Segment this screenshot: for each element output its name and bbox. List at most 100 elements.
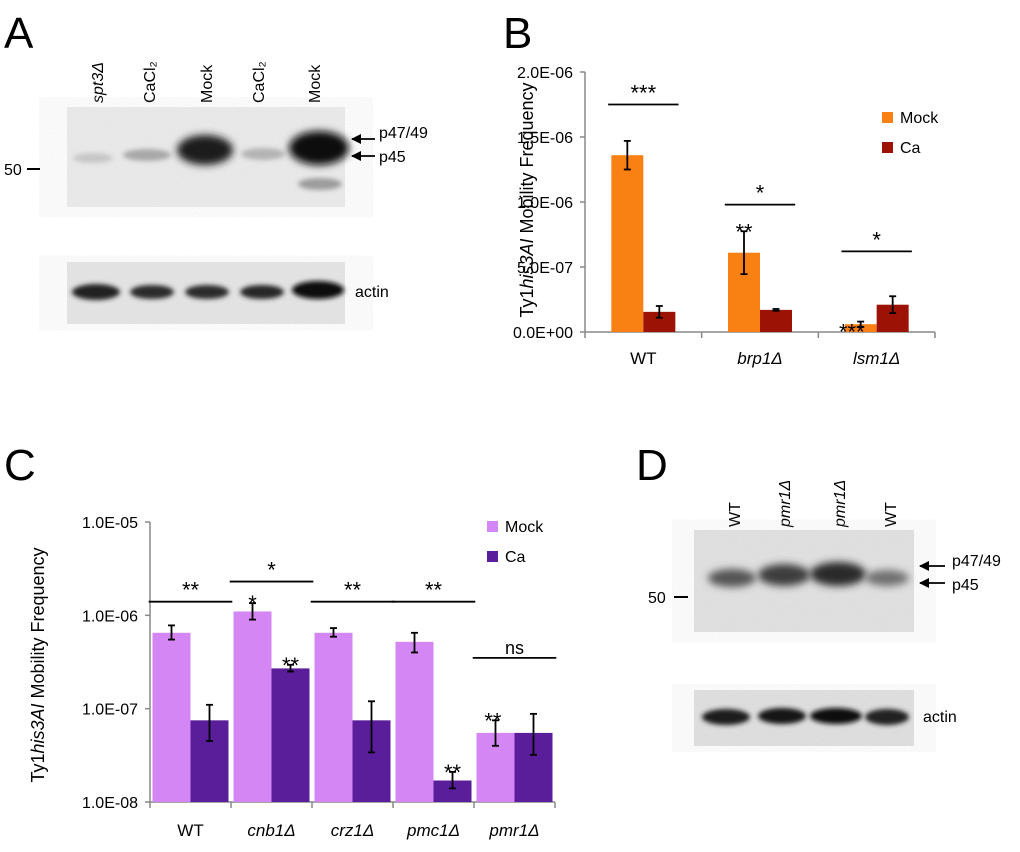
chart-C-ytick-label: 1.0E-07 bbox=[82, 702, 138, 719]
chart-B-ytick-label: 2.0E-06 bbox=[517, 65, 573, 82]
chart-B-category-label: WT bbox=[630, 349, 656, 368]
panel-a: A spt3Δ CaCl₂ Mock CaCl₂ Mock 50 p47/49 … bbox=[4, 9, 428, 324]
chart-B-legend-label: Ca bbox=[900, 140, 921, 157]
chart-B-ylabel-part: Mobility Frequency bbox=[517, 82, 537, 238]
blot-d-actin-band-4 bbox=[865, 709, 909, 725]
blot-a-actin-band-3 bbox=[185, 285, 229, 299]
chart-B-legend-swatch bbox=[882, 112, 893, 123]
chart-C-ylabel: Ty1his3AI Mobility Frequency bbox=[28, 547, 48, 782]
chart-C-bar bbox=[433, 780, 472, 802]
blot-d-main bbox=[694, 530, 914, 632]
chart-B-compare-label: *** bbox=[630, 81, 656, 106]
blot-a-actin-band-5 bbox=[292, 281, 344, 299]
blot-a-lane-1: spt3Δ bbox=[90, 62, 107, 103]
blot-a-lane-4: CaCl₂ bbox=[251, 61, 268, 103]
blot-d-band-lane-1 bbox=[708, 569, 756, 587]
chart-C-ylabel-part: Mobility Frequency bbox=[28, 547, 48, 703]
chart-C-compare-label: ns bbox=[505, 638, 524, 658]
chart-C-sig-mark: * bbox=[248, 591, 257, 616]
chart-C-sig-mark: ** bbox=[444, 760, 462, 785]
chart-C-sig-mark: ** bbox=[484, 708, 502, 733]
chart-B-bar bbox=[611, 155, 644, 332]
chart-B-ylabel-part: Ty1 bbox=[517, 289, 537, 318]
blot-a-main bbox=[67, 107, 349, 207]
blot-d-actin bbox=[694, 690, 914, 746]
chart-B-compare-label: * bbox=[756, 181, 765, 206]
blot-a-smear-lane-5 bbox=[298, 178, 342, 190]
panel-d: D WT pmr1Δ pmr1Δ WT 50 p47/49 p45 bbox=[636, 441, 1001, 746]
chart-C-legend-swatch bbox=[487, 551, 498, 562]
chart-B-sig-mark: *** bbox=[839, 320, 865, 345]
blot-d-band-lane-4 bbox=[865, 570, 909, 586]
chart-C-legend-label: Ca bbox=[505, 549, 526, 566]
blot-a-actin bbox=[67, 262, 345, 324]
chart-b: 0.0E+005.0E-071.0E-061.5E-062.0E-06Ty1hi… bbox=[513, 65, 939, 368]
blot-d-actin-band-2 bbox=[758, 708, 806, 724]
blot-d-lane-labels: WT pmr1Δ pmr1Δ WT bbox=[727, 480, 900, 528]
blot-a-lane-3: Mock bbox=[199, 64, 216, 103]
chart-C-sig-mark: ** bbox=[282, 653, 300, 678]
blot-a-band-lane-3 bbox=[177, 135, 233, 165]
chart-B-bar bbox=[643, 311, 676, 332]
chart-C-ylabel-part: Ty1 bbox=[28, 754, 48, 783]
chart-c: 1.0E-08 1.0E-07 1.0E-06 1.0E-05 Ty1his3AI Mo… bbox=[28, 515, 557, 840]
blot-a-band-lane-5 bbox=[289, 131, 349, 165]
chart-B-compare-label: * bbox=[872, 227, 881, 252]
blot-d-band-label-p47: p47/49 bbox=[952, 553, 1001, 570]
chart-C-bar bbox=[233, 611, 272, 802]
chart-B-ytick-label: 1.5E-06 bbox=[517, 130, 573, 147]
chart-C-legend-label: Mock bbox=[505, 519, 544, 536]
blot-d-marker-label: 50 bbox=[648, 590, 666, 607]
blot-a-band-lane-2 bbox=[123, 149, 171, 161]
blot-d-lane-3: pmr1Δ bbox=[832, 480, 849, 528]
blot-a-lane-labels: spt3Δ CaCl₂ Mock CaCl₂ Mock bbox=[90, 61, 324, 103]
panel-a-letter: A bbox=[4, 9, 34, 58]
blot-a-band-lane-4 bbox=[241, 148, 285, 160]
blot-a-marker-label: 50 bbox=[4, 162, 22, 179]
blot-d-band-lane-2 bbox=[758, 564, 810, 586]
chart-C-category-label: crz1Δ bbox=[331, 821, 375, 840]
chart-B-sig-mark: ** bbox=[735, 219, 753, 244]
blot-d-actin-band-1 bbox=[702, 709, 750, 725]
chart-B-category-label: brp1Δ bbox=[737, 349, 782, 368]
blot-d-lane-4: WT bbox=[883, 502, 900, 527]
chart-C-bar bbox=[314, 632, 353, 802]
chart-B-legend-label: Mock bbox=[900, 110, 939, 127]
blot-a-lane-5: Mock bbox=[307, 64, 324, 103]
panel-d-letter: D bbox=[636, 441, 668, 490]
chart-C-category-label: cnb1Δ bbox=[247, 821, 295, 840]
blot-d-band-label-p45: p45 bbox=[952, 577, 979, 594]
blot-d-lane-2: pmr1Δ bbox=[777, 480, 794, 528]
chart-C-bar bbox=[152, 632, 191, 802]
blot-a-actin-band-1 bbox=[72, 284, 120, 300]
chart-B-bar bbox=[844, 324, 877, 332]
chart-B-ylabel: Ty1his3AI Mobility Frequency bbox=[517, 82, 537, 317]
chart-B-legend-swatch bbox=[882, 142, 893, 153]
chart-C-compare-label: ** bbox=[425, 578, 443, 603]
blot-d-actin-label: actin bbox=[923, 709, 957, 726]
blot-d-lane-1: WT bbox=[727, 502, 744, 527]
chart-B-ytick-label: 5.0E-07 bbox=[517, 260, 573, 277]
chart-C-ytick-label: 1.0E-05 bbox=[82, 515, 138, 532]
chart-C-category-label: pmr1Δ bbox=[488, 821, 539, 840]
blot-a-lane-2: CaCl₂ bbox=[142, 61, 159, 103]
blot-a-actin-label: actin bbox=[355, 284, 389, 301]
panel-b-letter: B bbox=[503, 9, 532, 58]
chart-C-ytick-label: 1.0E-08 bbox=[82, 795, 138, 812]
chart-B-ytick-label: 1.0E-06 bbox=[517, 195, 573, 212]
blot-a-actin-band-4 bbox=[240, 285, 284, 299]
chart-C-category-label: WT bbox=[177, 821, 203, 840]
blot-a-actin-band-2 bbox=[130, 285, 174, 299]
chart-C-compare-label: * bbox=[267, 558, 276, 583]
blot-d-band-lane-3 bbox=[810, 562, 866, 586]
chart-C-ylabel-part: his3AI bbox=[28, 704, 48, 754]
blot-a-band-lane-1 bbox=[73, 153, 113, 163]
chart-C-bar bbox=[271, 668, 310, 802]
chart-C-compare-label: ** bbox=[344, 578, 362, 603]
panel-c: C 1.0E-08 1.0E-07 1.0E-06 1.0E-05 Ty1his3AI … bbox=[4, 441, 557, 840]
chart-B-ylabel-part: his3AI bbox=[517, 239, 537, 289]
panel-c-letter: C bbox=[4, 441, 36, 490]
chart-C-category-label: pmc1Δ bbox=[406, 821, 460, 840]
chart-C-compare-label: ** bbox=[182, 578, 200, 603]
